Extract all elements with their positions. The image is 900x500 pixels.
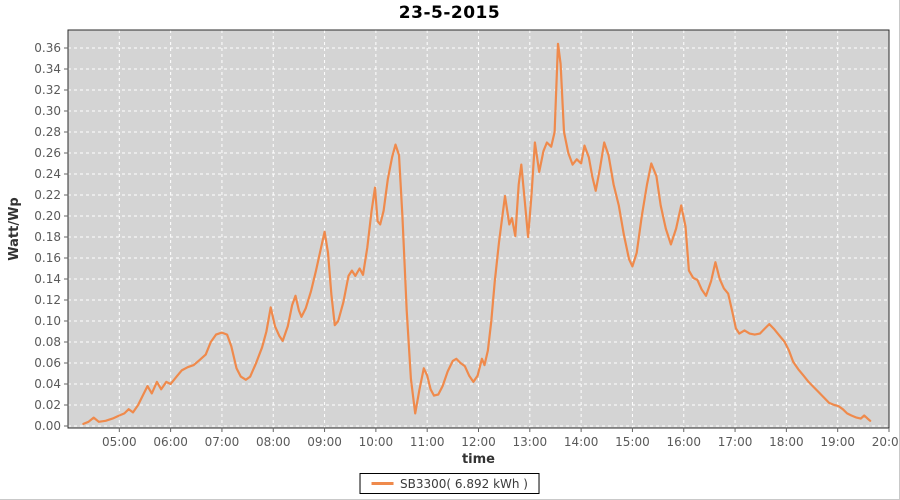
y-tick-label: 0.32 <box>34 83 61 97</box>
y-tick-label: 0.24 <box>34 167 61 181</box>
y-tick-label: 0.34 <box>34 62 61 76</box>
y-tick-label: 0.30 <box>34 104 61 118</box>
y-tick-label: 0.16 <box>34 251 61 265</box>
y-tick-label: 0.00 <box>34 419 61 433</box>
y-tick-label: 0.04 <box>34 377 61 391</box>
x-tick-label: 18:00 <box>769 435 804 449</box>
legend: SB3300( 6.892 kWh ) <box>359 473 540 494</box>
legend-label: SB3300( 6.892 kWh ) <box>400 476 528 491</box>
x-tick-label: 19:00 <box>820 435 855 449</box>
x-tick-label: 10:00 <box>359 435 394 449</box>
plot-area: 0.00 0.02 0.04 0.06 0.08 0.10 0.12 0.14 0.16 0.18… <box>7 29 900 467</box>
y-tick-label: 0.12 <box>34 293 61 307</box>
x-tick-label: 09:00 <box>307 435 342 449</box>
y-tick-label: 0.22 <box>34 188 61 202</box>
chart-title: 23-5-2015 <box>398 3 501 23</box>
x-tick-label: 08:00 <box>256 435 291 449</box>
x-tick-label: 16:00 <box>666 435 701 449</box>
legend-line-swatch <box>371 482 394 485</box>
x-tick-label: 14:00 <box>564 435 599 449</box>
y-tick-label: 0.06 <box>34 356 61 370</box>
x-tick-label: 12:00 <box>461 435 496 449</box>
y-tick-label: 0.08 <box>34 335 61 349</box>
y-tick-label: 0.20 <box>34 209 61 223</box>
x-tick-label: 07:00 <box>205 435 240 449</box>
x-tick-label: 13:00 <box>513 435 548 449</box>
y-tick-label: 0.36 <box>34 41 61 55</box>
y-axis-title: Watt/Wp <box>7 197 22 260</box>
x-axis-title: time <box>462 452 495 467</box>
x-tick-label: 06:00 <box>153 435 188 449</box>
y-tick-label: 0.14 <box>34 272 61 286</box>
x-tick-label: 17:00 <box>718 435 753 449</box>
y-tick-label: 0.18 <box>34 230 61 244</box>
x-tick-label: 05:00 <box>102 435 137 449</box>
x-tick-label: 15:00 <box>615 435 650 449</box>
x-tick-label: 11:00 <box>410 435 445 449</box>
y-tick-label: 0.26 <box>34 146 61 160</box>
y-tick-label: 0.10 <box>34 314 61 328</box>
series-line <box>82 42 872 425</box>
y-tick-label: 0.02 <box>34 398 61 412</box>
x-tick-label: 20:00 <box>872 435 900 449</box>
y-tick-label: 0.28 <box>34 125 61 139</box>
